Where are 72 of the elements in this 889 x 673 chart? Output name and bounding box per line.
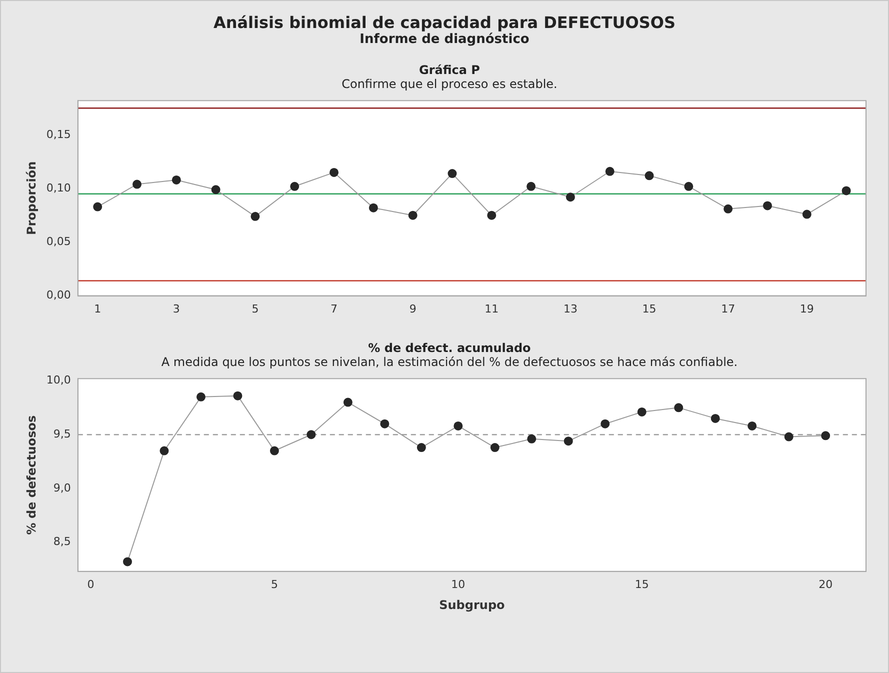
point (343, 398, 352, 407)
point (380, 419, 390, 428)
point (132, 180, 142, 189)
y-tick-label: 0,10 (46, 181, 71, 194)
point (566, 192, 575, 202)
point (644, 171, 654, 180)
point (684, 182, 694, 191)
point (270, 446, 279, 456)
point (487, 210, 496, 220)
point (448, 169, 457, 178)
x-tick-label: 3 (172, 302, 180, 316)
point (93, 202, 102, 212)
chart-title: Gráfica P (418, 63, 481, 77)
y-tick-label: 10,0 (46, 374, 71, 387)
point (416, 443, 426, 452)
point (710, 414, 720, 423)
y-tick-label: 8,5 (53, 535, 71, 548)
x-tick-label: 5 (270, 578, 278, 591)
y-axis-title: % de defectuosos (24, 415, 38, 535)
point (821, 431, 830, 440)
point (250, 212, 260, 221)
point (784, 432, 794, 442)
chart-title: % de defect. acumulado (367, 341, 532, 355)
x-tick-label: 1 (94, 302, 102, 316)
point (637, 407, 646, 416)
y-tick-label: 9,5 (53, 427, 71, 440)
y-tick-label: 0,15 (46, 128, 71, 141)
point (233, 391, 242, 400)
x-tick-label: 5 (252, 302, 259, 316)
point (564, 436, 573, 446)
x-tick-label: 11 (484, 302, 499, 316)
point (527, 434, 536, 444)
x-tick-label: 17 (721, 302, 736, 316)
y-tick-label: 0,05 (46, 235, 71, 248)
x-tick-label: 10 (451, 578, 466, 591)
point (605, 166, 614, 176)
x-tick-label: 20 (818, 578, 833, 591)
chart-subtitle: Confirme que el proceso es estable. (340, 77, 558, 91)
point (454, 421, 463, 430)
point (762, 201, 772, 210)
chart-subtitle: A medida que los puntos se nivelan, la estimación del % de defectuosos se hace más confiable. (160, 355, 739, 369)
point (160, 446, 169, 456)
point (408, 210, 418, 220)
x-tick-label: 19 (800, 302, 814, 316)
point (748, 421, 757, 430)
point (196, 392, 206, 402)
x-tick-label: 15 (642, 302, 656, 316)
point (172, 175, 181, 184)
point (674, 403, 684, 412)
point (211, 185, 220, 194)
x-tick-label: 0 (87, 578, 94, 591)
x-tick-label: 15 (634, 578, 649, 591)
x-axis-title: Subgrupo (439, 598, 505, 612)
point (290, 182, 300, 191)
x-tick-label: 7 (330, 302, 338, 316)
point (600, 419, 610, 428)
point (330, 168, 339, 177)
y-axis-title: Proporción (24, 161, 38, 236)
y-tick-label: 9,0 (53, 481, 71, 494)
point (490, 443, 500, 452)
point (724, 204, 733, 214)
text: Análisis binomial de capacidad para DEFECTUOSOS (212, 13, 677, 32)
x-tick-label: 13 (563, 302, 578, 316)
point (122, 557, 132, 566)
point (306, 430, 316, 440)
point (368, 203, 378, 212)
point (802, 210, 812, 219)
text: Informe de diagnóstico (358, 32, 530, 47)
point (526, 182, 536, 191)
y-tick-label: 0,00 (46, 288, 71, 302)
x-tick-label: 9 (409, 302, 416, 316)
point (842, 186, 851, 196)
